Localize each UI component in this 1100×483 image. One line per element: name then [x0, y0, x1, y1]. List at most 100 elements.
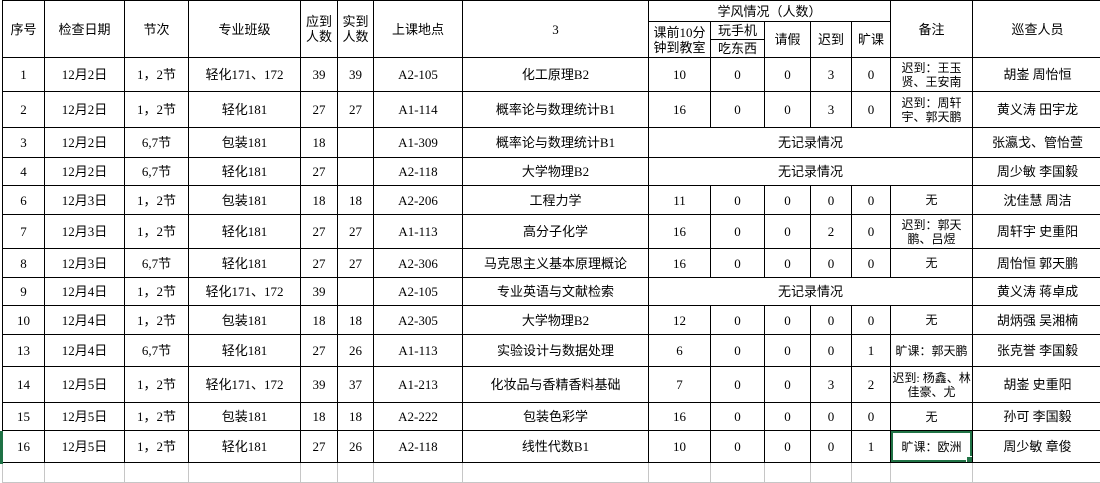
cell-phone[interactable]: 0 [710, 402, 765, 431]
cell-expected[interactable]: 18 [300, 185, 338, 215]
cell-period[interactable]: 6,7节 [124, 157, 189, 186]
cell-course[interactable]: 化工原理B2 [462, 57, 649, 92]
cell-inspector[interactable]: 胡炳强 吴湘楠 [972, 305, 1100, 335]
cell-remark[interactable]: 迟到：王玉贤、王安南 [890, 57, 974, 92]
cell-location[interactable]: A1-113 [373, 334, 463, 367]
cell-inspector[interactable]: 张克誉 李国毅 [972, 334, 1100, 367]
header-period[interactable]: 节次 [124, 0, 189, 58]
cell-expected[interactable]: 39 [300, 57, 338, 92]
cell-phone[interactable]: 0 [710, 248, 765, 278]
header-actual[interactable]: 实到人数 [337, 0, 374, 58]
cell-course[interactable]: 线性代数B1 [462, 430, 649, 463]
cell-expected[interactable]: 27 [300, 214, 338, 249]
cell-period[interactable]: 1，2节 [124, 57, 189, 92]
cell-phone[interactable]: 0 [710, 214, 765, 249]
cell-inspector[interactable]: 孙可 李国毅 [972, 402, 1100, 431]
cell-early[interactable]: 10 [648, 57, 711, 92]
cell-period[interactable]: 6,7节 [124, 248, 189, 278]
cell-period[interactable]: 1，2节 [124, 185, 189, 215]
cell-phone[interactable]: 0 [710, 334, 765, 367]
cell-course[interactable]: 大学物理B2 [462, 305, 649, 335]
cell-course[interactable]: 包装色彩学 [462, 402, 649, 431]
cell-inspector[interactable]: 沈佳慧 周洁 [972, 185, 1100, 215]
cell-inspector[interactable]: 周少敏 章俊 [972, 430, 1100, 463]
cell-course[interactable]: 大学物理B2 [462, 157, 649, 186]
cell-no[interactable]: 1 [2, 57, 45, 92]
cell-early[interactable]: 10 [648, 430, 711, 463]
cell-date[interactable]: 12月4日 [44, 334, 125, 367]
cell-expected[interactable]: 18 [300, 305, 338, 335]
fill-handle[interactable] [966, 456, 972, 462]
cell-actual[interactable] [337, 277, 374, 306]
cell-inspector[interactable]: 周怡恒 郭天鹏 [972, 248, 1100, 278]
cell-absent[interactable]: 0 [850, 305, 892, 335]
cell-date[interactable]: 12月5日 [44, 366, 125, 403]
cell-phone[interactable]: 0 [710, 430, 765, 463]
header-expected[interactable]: 应到人数 [300, 0, 338, 58]
cell-expected[interactable]: 39 [300, 366, 338, 403]
cell-early[interactable]: 6 [648, 334, 711, 367]
cell-actual[interactable]: 18 [337, 305, 374, 335]
cell-absent[interactable]: 0 [850, 248, 892, 278]
cell-expected[interactable]: 27 [300, 334, 338, 367]
cell-late[interactable]: 3 [810, 366, 852, 403]
cell-inspector[interactable]: 胡崟 周怡恒 [972, 57, 1100, 92]
cell-inspector[interactable]: 张瀛戈、管怡萱 [972, 127, 1100, 158]
cell-period[interactable]: 1，2节 [124, 430, 189, 463]
cell-course[interactable]: 化妆品与香精香料基础 [462, 366, 649, 403]
cell-location[interactable]: A1-113 [373, 214, 463, 249]
cell-early[interactable]: 16 [648, 248, 711, 278]
header-study-group[interactable]: 学风情况（人数） [647, 0, 892, 22]
cell-class[interactable]: 轻化181 [188, 430, 301, 463]
selected-cell[interactable]: 旷课：欧洲 [890, 430, 974, 463]
cell-location[interactable]: A2-222 [373, 402, 463, 431]
header-remark[interactable]: 备注 [890, 0, 974, 58]
cell-expected[interactable]: 18 [300, 402, 338, 431]
cell-absent[interactable]: 1 [850, 334, 892, 367]
cell-date[interactable]: 12月3日 [44, 185, 125, 215]
cell-remark[interactable]: 迟到: 杨鑫、林佳豪、尤 [890, 366, 974, 403]
cell-no[interactable]: 7 [2, 214, 45, 249]
cell-actual[interactable] [337, 127, 374, 158]
cell-no[interactable]: 15 [2, 402, 45, 431]
cell-absent[interactable]: 1 [850, 430, 892, 463]
cell-leave[interactable]: 0 [764, 430, 811, 463]
cell-period[interactable]: 1，2节 [124, 402, 189, 431]
cell-course[interactable]: 工程力学 [462, 185, 649, 215]
cell-leave[interactable]: 0 [764, 334, 811, 367]
cell-late[interactable]: 0 [810, 305, 852, 335]
cell-absent[interactable]: 0 [850, 185, 892, 215]
cell-no[interactable]: 16 [2, 430, 45, 463]
cell-date[interactable]: 12月2日 [44, 157, 125, 186]
cell-location[interactable]: A1-114 [373, 91, 463, 128]
cell-location[interactable]: A1-309 [373, 127, 463, 158]
empty-partial-row[interactable] [2, 462, 1100, 483]
cell-phone[interactable]: 0 [710, 185, 765, 215]
cell-early[interactable]: 12 [648, 305, 711, 335]
cell-class[interactable]: 包装181 [188, 127, 301, 158]
cell-expected[interactable]: 27 [300, 248, 338, 278]
cell-remark[interactable]: 旷课：郭天鹏 [890, 334, 974, 367]
cell-no[interactable]: 14 [2, 366, 45, 403]
cell-leave[interactable]: 0 [764, 57, 811, 92]
cell-absent[interactable]: 0 [850, 402, 892, 431]
cell-location[interactable]: A2-118 [373, 430, 463, 463]
cell-location[interactable]: A2-105 [373, 57, 463, 92]
cell-inspector[interactable]: 胡崟 史重阳 [972, 366, 1100, 403]
cell-location[interactable]: A2-306 [373, 248, 463, 278]
cell-early[interactable]: 11 [648, 185, 711, 215]
cell-actual[interactable]: 26 [337, 334, 374, 367]
header-date[interactable]: 检查日期 [44, 0, 125, 58]
cell-late[interactable]: 2 [810, 214, 852, 249]
cell-class[interactable]: 包装181 [188, 185, 301, 215]
header-no[interactable]: 序号 [2, 0, 45, 58]
cell-remark[interactable]: 无 [890, 185, 974, 215]
cell-date[interactable]: 12月5日 [44, 430, 125, 463]
header-late[interactable]: 迟到 [810, 21, 852, 58]
cell-late[interactable]: 0 [810, 185, 852, 215]
cell-early[interactable]: 16 [648, 402, 711, 431]
cell-no[interactable]: 9 [2, 277, 45, 306]
cell-class[interactable]: 轻化171、172 [188, 366, 301, 403]
cell-leave[interactable]: 0 [764, 185, 811, 215]
cell-phone[interactable]: 0 [710, 91, 765, 128]
